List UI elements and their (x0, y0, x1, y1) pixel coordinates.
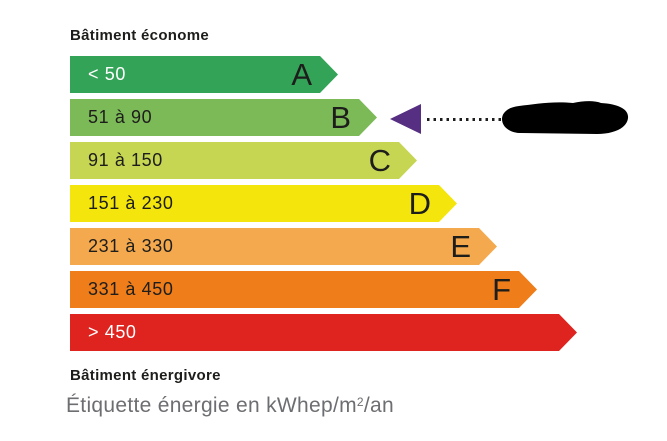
energy-range-label: 231 à 330 (88, 236, 174, 256)
energy-class-letter: C (368, 142, 391, 178)
redacted-value-blob (502, 101, 629, 134)
energy-range-label: 331 à 450 (88, 279, 174, 299)
energy-range-label: 51 à 90 (88, 107, 153, 127)
energy-class-letter: D (408, 185, 431, 221)
energy-bar-b: 51 à 90 B (70, 99, 377, 136)
energy-bar-c: 91 à 150 C (70, 142, 417, 179)
caption-superscript: 2 (356, 395, 364, 409)
energy-class-letter: E (450, 228, 471, 264)
economical-building-label: Bâtiment économe (70, 27, 209, 44)
energy-bar-g: > 450 (70, 314, 577, 351)
energy-class-letter: F (492, 271, 511, 307)
caption-text: Étiquette énergie en kWhep/m (66, 394, 357, 417)
class-pointer-triangle-icon (390, 104, 421, 134)
energy-bar-f: 331 à 450 F (70, 271, 537, 308)
energy-class-letter: A (291, 56, 312, 92)
energy-bar-d: 151 à 230 D (70, 185, 457, 222)
dotted-leader-line (427, 118, 505, 121)
energy-range-label: 151 à 230 (88, 193, 174, 213)
energy-bar-e: 231 à 330 E (70, 228, 497, 265)
caption-suffix: /an (363, 394, 394, 417)
energy-guzzling-building-label: Bâtiment énergivore (70, 367, 221, 384)
energy-range-label: 91 à 150 (88, 150, 163, 170)
energy-class-letter: B (330, 99, 351, 135)
energy-range-label: > 450 (88, 322, 137, 342)
energy-range-label: < 50 (88, 64, 126, 84)
energy-bar-a: < 50 A (70, 56, 338, 93)
energy-label-caption: Étiquette énergie en kWhep/m2/an (66, 394, 394, 418)
